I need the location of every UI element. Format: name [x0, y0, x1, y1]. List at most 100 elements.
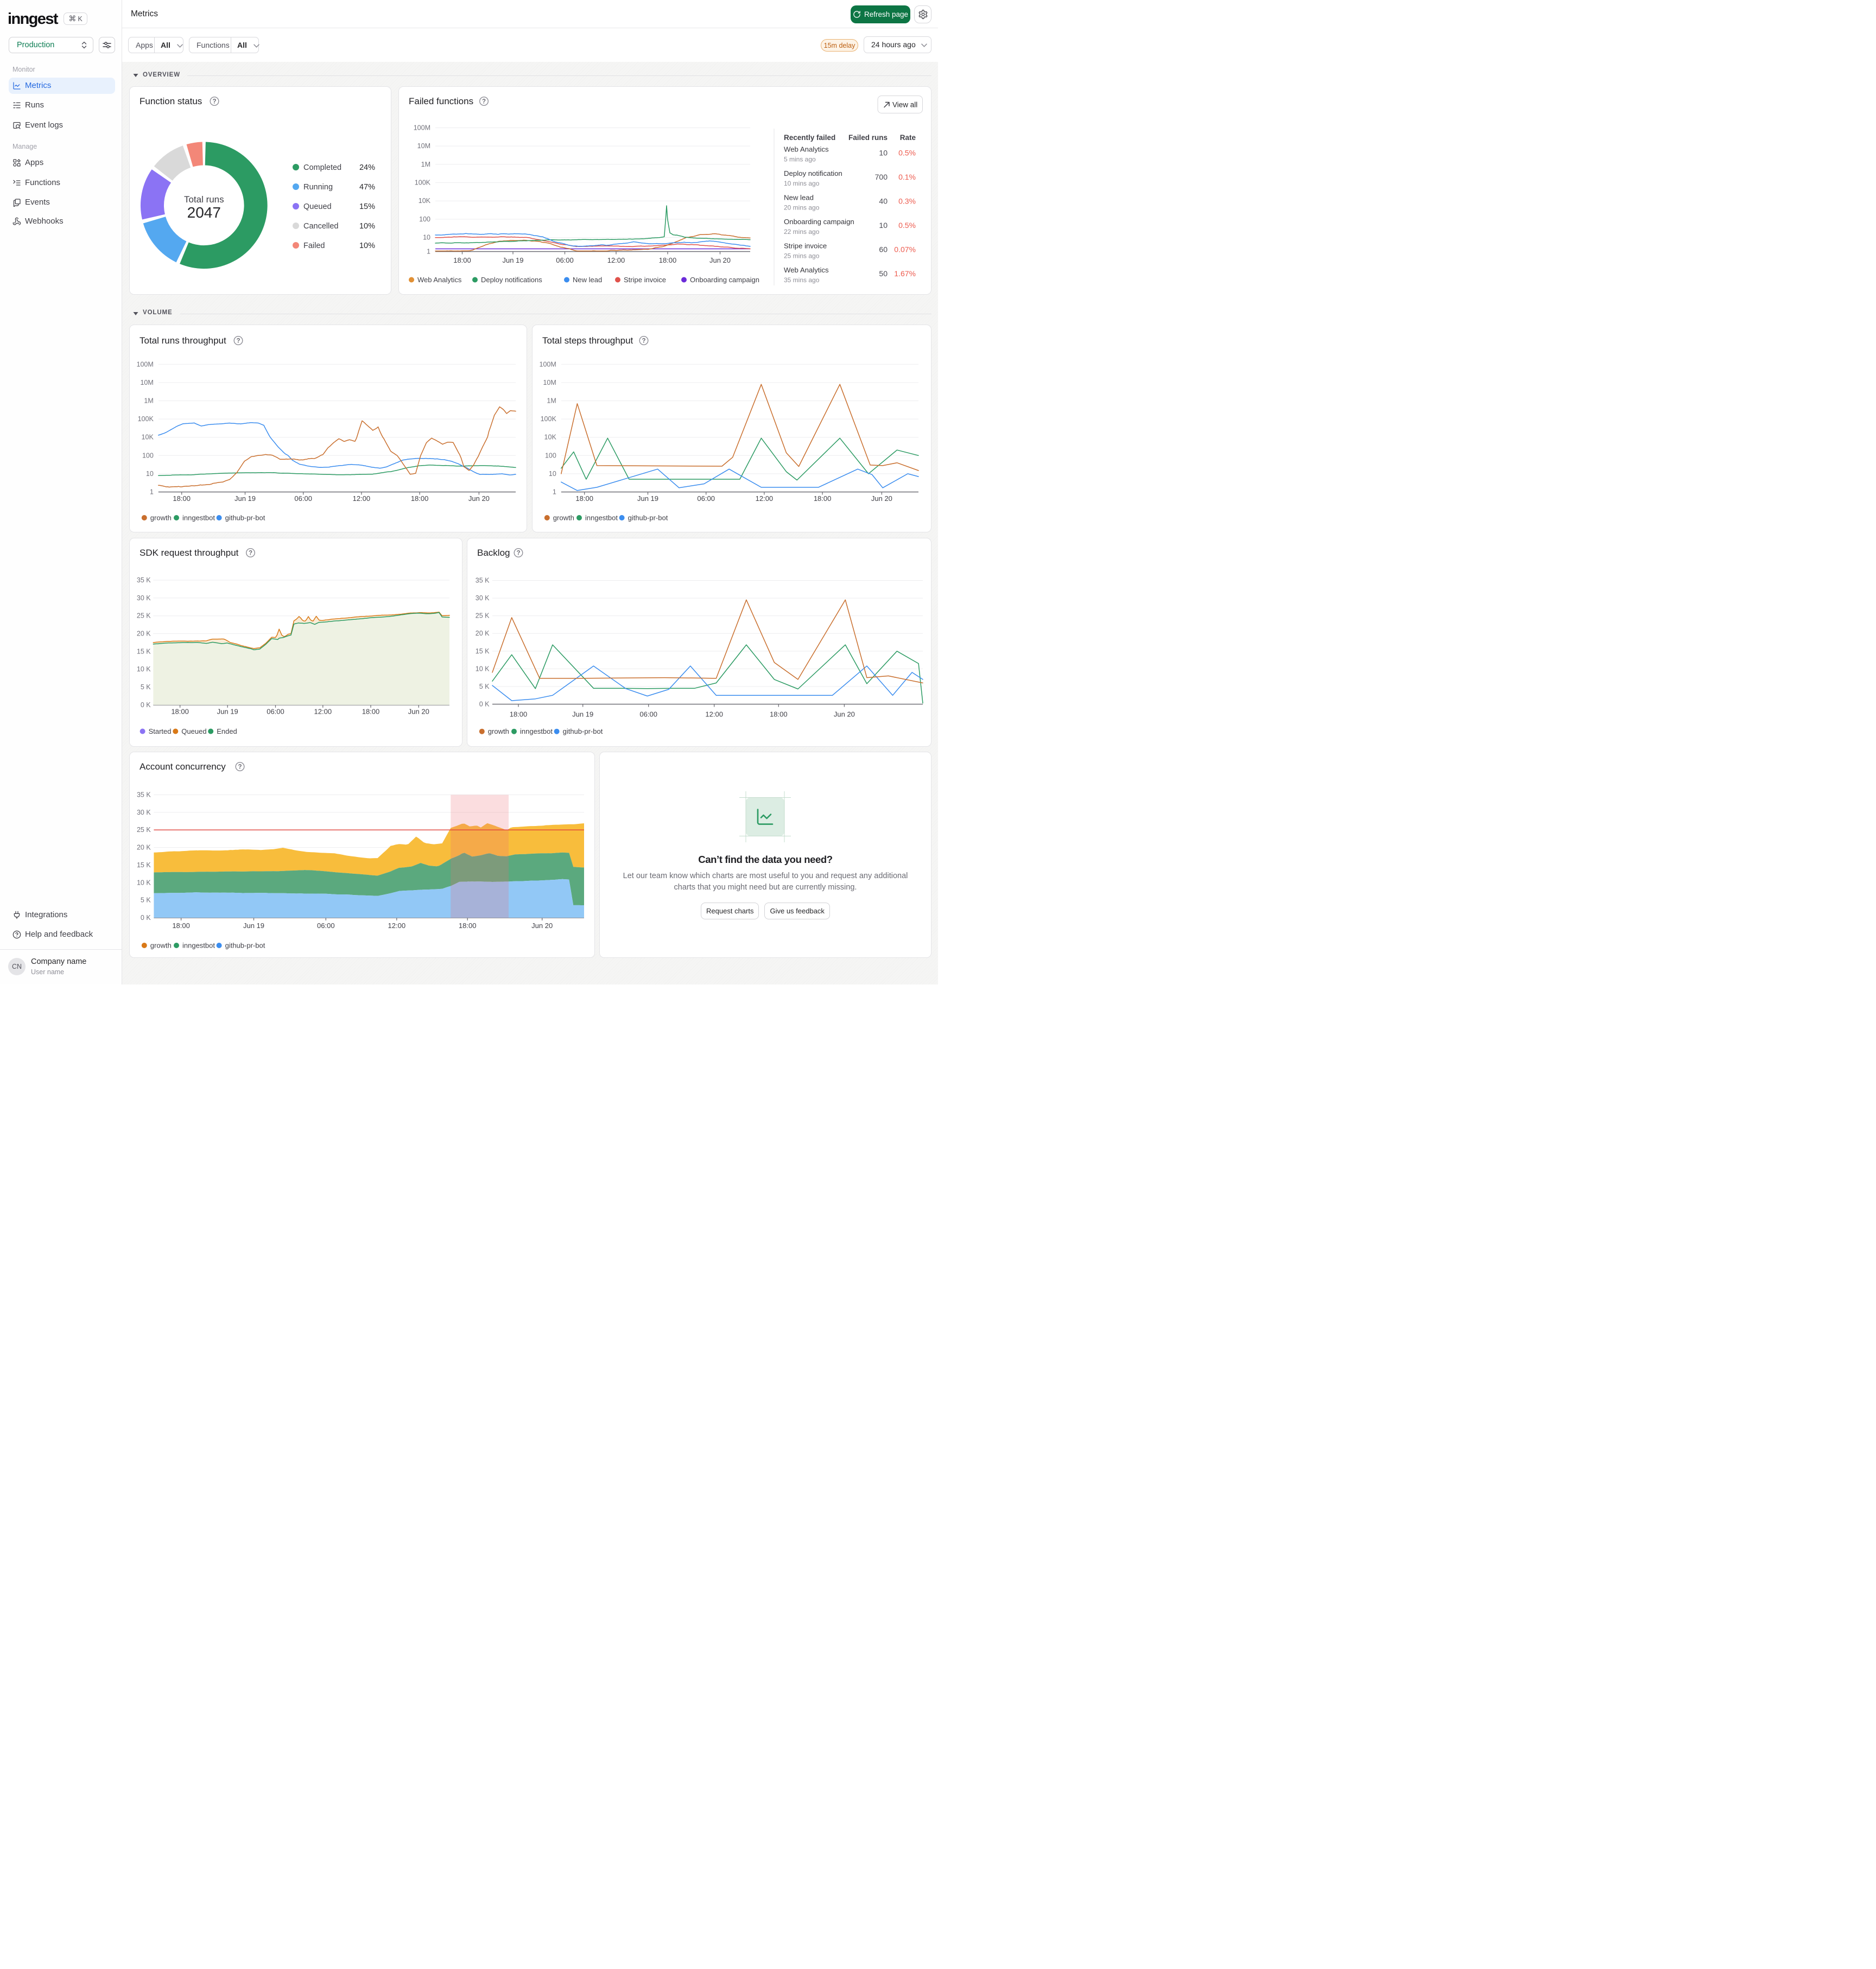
svg-text:5 K: 5 K	[141, 683, 151, 691]
svg-text:22 mins ago: 22 mins ago	[784, 228, 820, 236]
svg-text:10M: 10M	[417, 142, 430, 150]
svg-text:Cancelled: Cancelled	[303, 222, 339, 231]
svg-text:2047: 2047	[187, 204, 221, 221]
svg-text:06:00: 06:00	[556, 256, 574, 264]
svg-text:10: 10	[549, 470, 556, 478]
svg-text:Started: Started	[149, 727, 172, 735]
svg-text:1.67%: 1.67%	[894, 269, 916, 278]
svg-text:25 K: 25 K	[476, 612, 490, 620]
svg-text:growth: growth	[553, 514, 574, 522]
svg-text:Failed functions: Failed functions	[409, 96, 473, 106]
svg-text:10: 10	[879, 221, 888, 230]
svg-text:30 K: 30 K	[476, 594, 490, 602]
svg-text:10 mins ago: 10 mins ago	[784, 180, 820, 187]
svg-text:20 mins ago: 20 mins ago	[784, 204, 820, 212]
svg-text:Jun 20: Jun 20	[408, 708, 429, 716]
svg-text:18:00: 18:00	[510, 710, 528, 719]
svg-text:Deploy notification: Deploy notification	[784, 169, 842, 177]
svg-text:Jun 19: Jun 19	[502, 256, 523, 264]
svg-text:0.5%: 0.5%	[898, 149, 916, 157]
svg-text:5 mins ago: 5 mins ago	[784, 156, 816, 163]
svg-text:18:00: 18:00	[814, 494, 832, 503]
svg-text:18:00: 18:00	[173, 494, 191, 503]
svg-text:Web Analytics: Web Analytics	[784, 145, 829, 154]
svg-text:Stripe invoice: Stripe invoice	[784, 242, 827, 250]
svg-text:?: ?	[236, 338, 240, 345]
svg-text:?: ?	[516, 550, 520, 557]
svg-text:Backlog: Backlog	[477, 548, 510, 558]
svg-text:06:00: 06:00	[697, 494, 715, 503]
svg-text:Recently failed: Recently failed	[784, 134, 835, 142]
svg-text:Stripe invoice: Stripe invoice	[624, 276, 666, 284]
svg-text:10 K: 10 K	[137, 665, 151, 673]
svg-text:Failed runs: Failed runs	[848, 134, 888, 142]
svg-text:0.07%: 0.07%	[894, 245, 916, 254]
svg-text:Queued: Queued	[181, 727, 206, 735]
svg-text:12:00: 12:00	[353, 494, 371, 503]
svg-text:inngestbot: inngestbot	[520, 727, 553, 735]
svg-text:10%: 10%	[359, 222, 375, 231]
svg-text:1: 1	[150, 488, 154, 496]
svg-text:github-pr-bot: github-pr-bot	[225, 514, 265, 522]
svg-text:20 K: 20 K	[137, 630, 151, 638]
svg-text:12:00: 12:00	[756, 494, 774, 503]
svg-text:?: ?	[212, 99, 216, 105]
svg-text:Web Analytics: Web Analytics	[417, 276, 462, 284]
svg-text:Completed: Completed	[303, 163, 341, 172]
svg-text:Web Analytics: Web Analytics	[784, 266, 829, 274]
svg-text:?: ?	[642, 338, 645, 345]
svg-text:Queued: Queued	[303, 202, 332, 211]
svg-text:Deploy notifications: Deploy notifications	[481, 276, 542, 284]
svg-text:12:00: 12:00	[314, 708, 332, 716]
svg-text:35 K: 35 K	[476, 577, 490, 585]
svg-text:18:00: 18:00	[459, 922, 477, 930]
svg-text:inngestbot: inngestbot	[182, 942, 215, 950]
svg-text:growth: growth	[150, 514, 172, 522]
svg-text:Running: Running	[303, 183, 333, 192]
svg-text:View all: View all	[892, 101, 917, 109]
svg-text:New lead: New lead	[573, 276, 602, 284]
svg-text:0 K: 0 K	[141, 701, 151, 709]
svg-text:1M: 1M	[144, 397, 153, 405]
svg-text:100M: 100M	[414, 124, 430, 131]
svg-text:12:00: 12:00	[388, 922, 406, 930]
svg-text:18:00: 18:00	[659, 256, 677, 264]
svg-text:Total steps throughput: Total steps throughput	[542, 335, 633, 346]
svg-text:24%: 24%	[359, 163, 375, 172]
svg-text:?: ?	[482, 99, 486, 105]
svg-text:10: 10	[423, 234, 430, 242]
svg-text:15%: 15%	[359, 202, 375, 211]
svg-text:1: 1	[553, 488, 556, 496]
svg-text:06:00: 06:00	[639, 710, 657, 719]
svg-text:35 mins ago: 35 mins ago	[784, 276, 820, 284]
svg-text:12:00: 12:00	[607, 256, 625, 264]
svg-text:10K: 10K	[142, 434, 154, 441]
svg-text:18:00: 18:00	[171, 708, 189, 716]
svg-text:Jun 20: Jun 20	[709, 256, 731, 264]
svg-text:Jun 19: Jun 19	[234, 494, 256, 503]
svg-text:100M: 100M	[137, 360, 154, 368]
svg-text:50: 50	[879, 269, 888, 278]
svg-text:Jun 20: Jun 20	[871, 494, 892, 503]
svg-text:10M: 10M	[140, 379, 153, 386]
svg-text:5 K: 5 K	[479, 683, 490, 690]
svg-text:Onboarding campaign: Onboarding campaign	[784, 218, 854, 226]
svg-text:github-pr-bot: github-pr-bot	[225, 942, 265, 950]
svg-text:18:00: 18:00	[770, 710, 788, 719]
svg-text:10 K: 10 K	[476, 665, 490, 672]
svg-text:100: 100	[545, 452, 556, 459]
svg-text:Jun 19: Jun 19	[217, 708, 238, 716]
svg-text:growth: growth	[150, 942, 172, 950]
svg-text:30 K: 30 K	[137, 594, 151, 602]
svg-text:100K: 100K	[541, 415, 557, 423]
svg-text:1M: 1M	[547, 397, 556, 405]
svg-text:?: ?	[238, 764, 242, 771]
svg-text:inngestbot: inngestbot	[182, 514, 215, 522]
svg-text:20 K: 20 K	[476, 630, 490, 637]
svg-text:SDK request throughput: SDK request throughput	[140, 548, 239, 558]
svg-text:Jun 19: Jun 19	[243, 922, 264, 930]
svg-text:1: 1	[427, 248, 430, 256]
svg-text:40: 40	[879, 197, 888, 206]
svg-text:100M: 100M	[540, 360, 556, 368]
svg-text:1M: 1M	[421, 161, 430, 168]
